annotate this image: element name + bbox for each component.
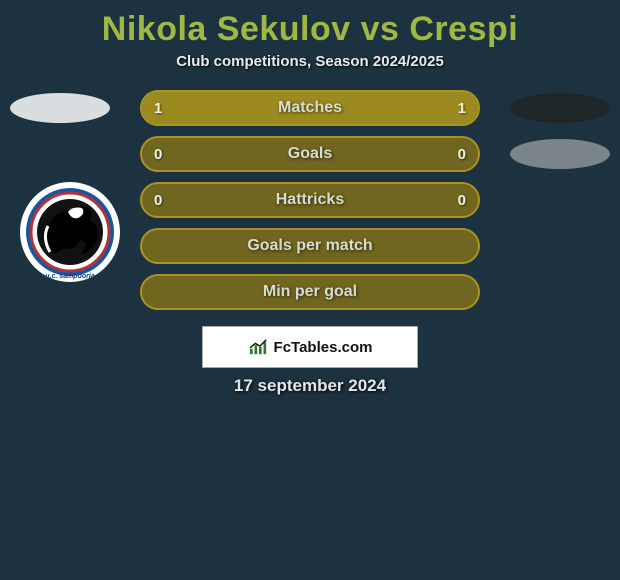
stat-left-value: 0 <box>154 192 162 209</box>
stat-right-value: 0 <box>458 192 466 209</box>
stat-label: Hattricks <box>276 191 344 209</box>
stat-row: 1 1 Matches <box>140 90 480 126</box>
stat-row: 0 0 Hattricks <box>140 182 480 218</box>
crest-tagline: u.c. sampdoria <box>45 273 95 280</box>
stat-right-value: 0 <box>458 146 466 163</box>
date-text: 17 september 2024 <box>0 376 620 396</box>
brand-text: FcTables.com <box>274 339 373 356</box>
subtitle: Club competitions, Season 2024/2025 <box>0 53 620 70</box>
stat-label: Min per goal <box>263 283 357 301</box>
stat-label: Goals per match <box>247 237 372 255</box>
player-left-placeholder <box>10 93 110 123</box>
stat-row: Goals per match <box>140 228 480 264</box>
sampdoria-crest-icon: u.c. sampdoria <box>20 182 120 282</box>
stat-label: Matches <box>278 99 342 117</box>
club-logo: u.c. sampdoria <box>20 182 120 282</box>
stat-row: Min per goal <box>140 274 480 310</box>
stat-right-value: 1 <box>458 100 466 117</box>
stat-left-value: 1 <box>154 100 162 117</box>
page-title: Nikola Sekulov vs Crespi <box>0 0 620 53</box>
player-right-placeholder <box>510 93 610 123</box>
brand-badge: FcTables.com <box>202 326 418 368</box>
stat-row-area: 0 0 Goals <box>0 136 620 172</box>
player-right-placeholder <box>510 139 610 169</box>
stat-label: Goals <box>288 145 332 163</box>
stat-left-value: 0 <box>154 146 162 163</box>
barchart-icon <box>248 338 270 356</box>
stat-row: 0 0 Goals <box>140 136 480 172</box>
stat-row-area: 1 1 Matches <box>0 90 620 126</box>
